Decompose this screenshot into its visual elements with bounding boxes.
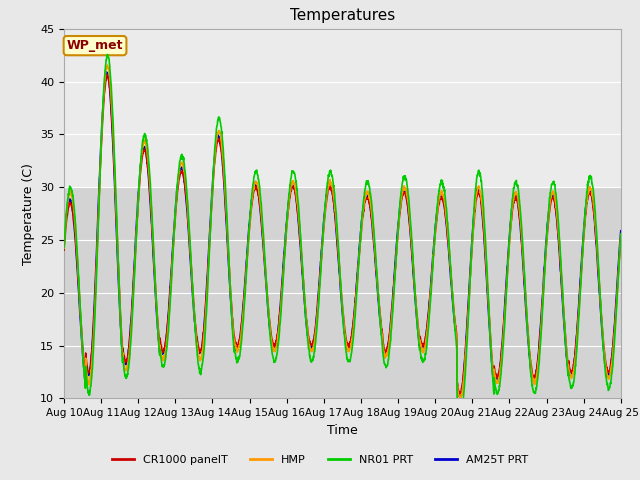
CR1000 panelT: [371, 248, 379, 254]
Title: Temperatures: Temperatures: [290, 9, 395, 24]
HMP: [371, 243, 379, 249]
HMP: [216, 130, 223, 136]
Y-axis label: Temperature (C): Temperature (C): [22, 163, 35, 264]
HMP: [584, 192, 591, 198]
NR01 PRT: [617, 231, 625, 237]
NR01 PRT: [456, 414, 464, 420]
AM25T PRT: [102, 69, 110, 75]
CR1000 panelT: [216, 137, 223, 143]
AM25T PRT: [359, 208, 367, 214]
HMP: [617, 234, 625, 240]
HMP: [505, 251, 513, 257]
CR1000 panelT: [584, 196, 591, 202]
AM25T PRT: [505, 244, 513, 250]
HMP: [359, 211, 367, 217]
CR1000 panelT: [456, 392, 464, 397]
CR1000 panelT: [103, 72, 111, 78]
Bar: [64, 187, 621, 398]
NR01 PRT: [584, 181, 591, 187]
X-axis label: Time: Time: [327, 424, 358, 437]
AM25T PRT: [568, 372, 576, 378]
NR01 PRT: [104, 51, 111, 57]
HMP: [104, 62, 111, 68]
AM25T PRT: [617, 228, 625, 234]
AM25T PRT: [584, 192, 591, 197]
CR1000 panelT: [60, 247, 68, 253]
CR1000 panelT: [359, 215, 367, 220]
HMP: [568, 374, 576, 380]
Text: WP_met: WP_met: [67, 39, 124, 52]
HMP: [60, 245, 68, 251]
AM25T PRT: [60, 240, 68, 245]
NR01 PRT: [216, 115, 223, 120]
Line: CR1000 panelT: CR1000 panelT: [64, 75, 621, 395]
Legend: CR1000 panelT, HMP, NR01 PRT, AM25T PRT: CR1000 panelT, HMP, NR01 PRT, AM25T PRT: [107, 451, 533, 469]
NR01 PRT: [359, 207, 367, 213]
Bar: [64, 29, 621, 187]
NR01 PRT: [60, 245, 68, 251]
Line: HMP: HMP: [64, 65, 621, 399]
AM25T PRT: [216, 137, 223, 143]
CR1000 panelT: [568, 368, 576, 373]
NR01 PRT: [568, 385, 576, 391]
AM25T PRT: [456, 394, 463, 399]
AM25T PRT: [371, 252, 379, 258]
NR01 PRT: [371, 240, 379, 246]
NR01 PRT: [505, 250, 513, 256]
HMP: [456, 396, 464, 402]
Line: AM25T PRT: AM25T PRT: [64, 72, 621, 396]
CR1000 panelT: [617, 234, 625, 240]
CR1000 panelT: [505, 252, 513, 258]
Line: NR01 PRT: NR01 PRT: [64, 54, 621, 417]
